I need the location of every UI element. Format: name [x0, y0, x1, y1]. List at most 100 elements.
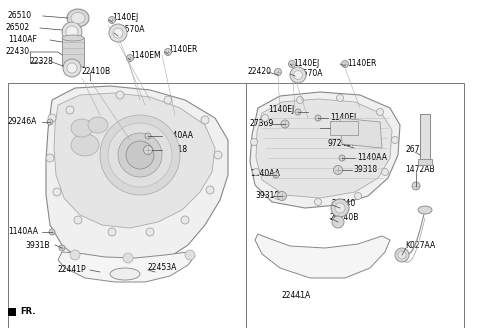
Circle shape	[116, 91, 124, 99]
Bar	[246, 83, 464, 328]
Circle shape	[376, 109, 384, 115]
Circle shape	[334, 166, 343, 174]
Circle shape	[109, 24, 127, 42]
Circle shape	[315, 115, 321, 121]
Circle shape	[127, 54, 133, 62]
Text: 1140AA: 1140AA	[357, 153, 387, 161]
Circle shape	[339, 155, 345, 161]
Circle shape	[113, 28, 123, 38]
Circle shape	[201, 116, 209, 124]
Text: 1140AA: 1140AA	[250, 170, 280, 178]
Circle shape	[275, 193, 281, 199]
Circle shape	[331, 199, 349, 217]
Circle shape	[48, 114, 56, 122]
Circle shape	[74, 216, 82, 224]
Polygon shape	[250, 92, 400, 208]
Text: 26740B: 26740B	[330, 213, 360, 221]
Circle shape	[297, 96, 303, 104]
Ellipse shape	[62, 35, 84, 41]
Text: 1472AB: 1472AB	[405, 166, 434, 174]
Text: 39318: 39318	[255, 191, 279, 199]
Ellipse shape	[71, 12, 85, 24]
Ellipse shape	[418, 206, 432, 214]
Bar	[418, 159, 432, 165]
Text: 1140EJ: 1140EJ	[293, 58, 319, 68]
Circle shape	[336, 94, 344, 101]
Text: 1140AA: 1140AA	[163, 132, 193, 140]
Text: 22328: 22328	[30, 57, 54, 67]
Circle shape	[252, 169, 260, 175]
Text: 24153: 24153	[330, 121, 354, 131]
Circle shape	[293, 71, 302, 79]
Circle shape	[59, 245, 65, 251]
Text: 22410B: 22410B	[82, 68, 111, 76]
Circle shape	[341, 60, 348, 68]
Polygon shape	[340, 118, 382, 148]
Circle shape	[145, 133, 151, 139]
Text: 1140ER: 1140ER	[168, 46, 197, 54]
Circle shape	[332, 216, 344, 228]
Ellipse shape	[110, 268, 140, 280]
Circle shape	[290, 67, 306, 83]
Circle shape	[275, 69, 281, 75]
Circle shape	[314, 198, 322, 206]
Circle shape	[295, 109, 301, 115]
Circle shape	[288, 60, 296, 68]
Text: 22453A: 22453A	[148, 263, 178, 273]
Polygon shape	[256, 99, 392, 198]
Circle shape	[100, 115, 180, 195]
Circle shape	[262, 114, 268, 121]
Text: 22441A: 22441A	[282, 291, 311, 299]
Circle shape	[123, 253, 133, 263]
Text: 3931B: 3931B	[25, 240, 49, 250]
Circle shape	[185, 250, 195, 260]
Text: 26740: 26740	[332, 198, 356, 208]
Circle shape	[412, 182, 420, 190]
Circle shape	[108, 228, 116, 236]
Circle shape	[66, 106, 74, 114]
Circle shape	[53, 188, 61, 196]
Circle shape	[108, 123, 172, 187]
Circle shape	[335, 203, 345, 213]
Circle shape	[46, 154, 54, 162]
Circle shape	[206, 186, 214, 194]
Circle shape	[181, 216, 189, 224]
Circle shape	[392, 136, 398, 144]
Circle shape	[273, 172, 279, 178]
Circle shape	[355, 193, 361, 199]
Circle shape	[398, 251, 406, 259]
Bar	[8, 83, 246, 328]
Circle shape	[62, 22, 82, 42]
Circle shape	[382, 169, 388, 175]
Text: 22420: 22420	[248, 68, 272, 76]
Text: 29246A: 29246A	[8, 117, 37, 127]
Circle shape	[395, 248, 409, 262]
Text: 1140EM: 1140EM	[130, 51, 161, 60]
Polygon shape	[54, 93, 215, 228]
Text: 1140AA: 1140AA	[8, 228, 38, 236]
Polygon shape	[255, 234, 390, 278]
Circle shape	[214, 151, 222, 159]
Text: K027AA: K027AA	[405, 241, 435, 251]
Circle shape	[118, 133, 162, 177]
Circle shape	[126, 141, 154, 169]
Ellipse shape	[71, 134, 99, 156]
Circle shape	[146, 228, 154, 236]
Circle shape	[49, 229, 55, 235]
Text: 97245K: 97245K	[328, 138, 357, 148]
Text: FR.: FR.	[20, 308, 36, 317]
Text: 1140AF: 1140AF	[8, 35, 37, 45]
Text: 1140EJ: 1140EJ	[268, 106, 294, 114]
Circle shape	[63, 59, 81, 77]
Circle shape	[70, 250, 80, 260]
Bar	[420, 114, 430, 162]
Circle shape	[281, 120, 289, 128]
Circle shape	[108, 16, 116, 24]
Text: 27369: 27369	[250, 118, 274, 128]
Ellipse shape	[67, 9, 89, 27]
Ellipse shape	[71, 119, 93, 137]
Polygon shape	[58, 252, 195, 282]
Circle shape	[164, 96, 172, 104]
Circle shape	[165, 49, 171, 55]
Text: 24570A: 24570A	[293, 69, 323, 77]
